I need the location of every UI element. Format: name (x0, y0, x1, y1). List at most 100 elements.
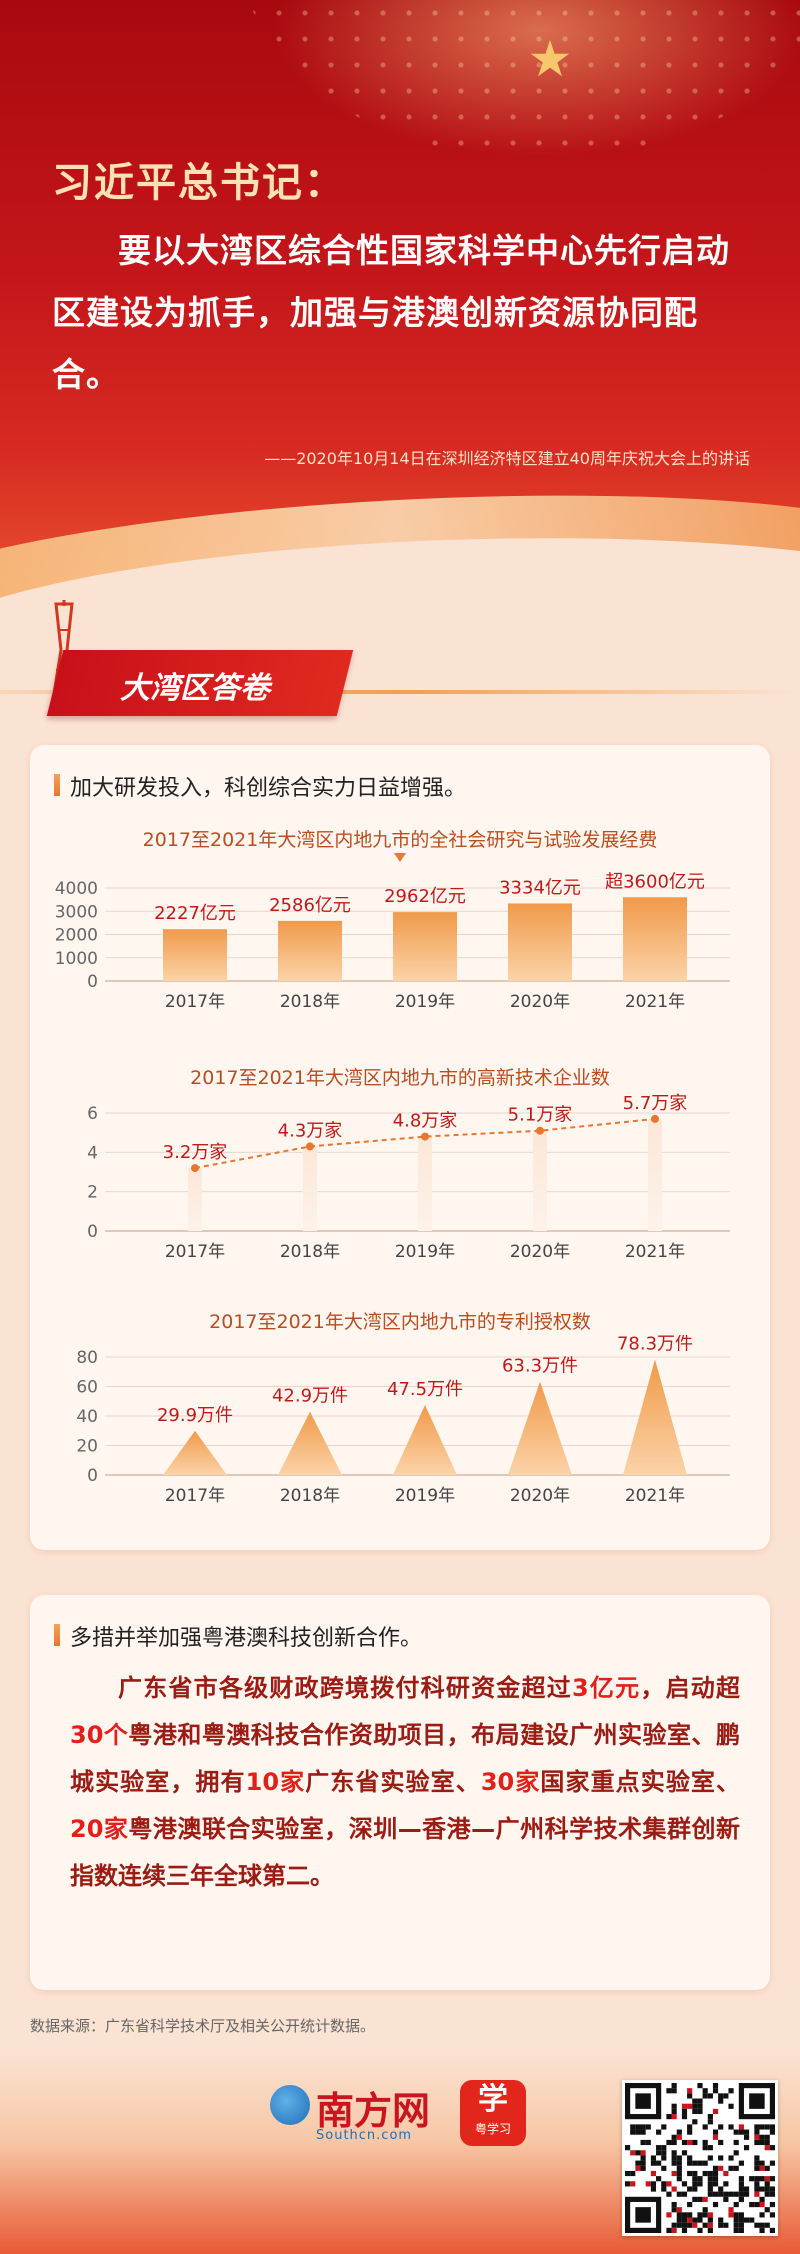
logo-domain: Southcn.com (316, 2128, 413, 2143)
data-label: 超3600亿元 (605, 871, 705, 892)
x-tick-label: 2020年 (510, 992, 570, 1012)
cooperation-card: 多措并举加强粤港澳科技创新合作。 广东省市各级财政跨境拨付科研资金超过3亿元，启… (30, 1595, 770, 1990)
y-tick-label: 3000 (55, 902, 98, 922)
bar (393, 912, 457, 981)
quote-text: 要以大湾区综合性国家科学中心先行启动区建设为抓手，加强与港澳创新资源协同配合。 (52, 231, 730, 394)
patents-chart: 0 20 40 60 80 29.9万件 2017年 42.9万件 2018年 47.5万件 201… (76, 1335, 730, 1506)
triangle-bar (508, 1381, 572, 1475)
app-glyph: 学 (478, 2082, 508, 2117)
x-tick-label: 2019年 (395, 992, 455, 1012)
rd-expenditure-chart: 0 1000 2000 3000 4000 2227亿元 2017年 2586亿元 2018年 2… (55, 871, 730, 1012)
y-tick-label: 60 (76, 1378, 98, 1398)
data-point (306, 1142, 314, 1151)
bar (623, 897, 687, 981)
y-tick-label: 1000 (55, 949, 98, 969)
y-tick-label: 0 (87, 1466, 98, 1486)
header-banner: ★ 习近平总书记： 要以大湾区综合性国家科学中心先行启动区建设为抓手，加强与港澳… (0, 0, 800, 600)
bar (188, 1168, 202, 1231)
data-label: 4.8万家 (393, 1111, 458, 1132)
data-label: 5.1万家 (508, 1105, 573, 1126)
highlight-number: 30家 (480, 1768, 541, 1796)
triangle-bar (278, 1411, 342, 1475)
quote-source: ——2020年10月14日在深圳经济特区建立40周年庆祝大会上的讲话 (264, 449, 750, 468)
y-tick-label: 4000 (55, 879, 98, 899)
body-segment: 广东省实验室、 (305, 1768, 481, 1796)
data-point (536, 1126, 544, 1135)
app-badge[interactable]: 学 粤学习 (460, 2080, 526, 2146)
triangle-bar (623, 1359, 687, 1475)
body-segment: 粤港和粤澳科技合作资助项目，布局建设广州实验室、鹏城实验室，拥有 (70, 1721, 740, 1796)
data-label: 5.7万家 (623, 1093, 688, 1114)
triangle-bar (393, 1404, 457, 1475)
body-segment: ，启动超 (640, 1674, 741, 1702)
x-tick-label: 2021年 (625, 1242, 685, 1262)
y-tick-label: 40 (76, 1407, 98, 1427)
data-label: 78.3万件 (617, 1335, 693, 1355)
data-label: 47.5万件 (387, 1379, 463, 1400)
y-tick-label: 6 (87, 1104, 98, 1124)
x-tick-label: 2017年 (165, 1242, 225, 1262)
chart-title: 2017至2021年大湾区内地九市的专利授权数 (209, 1311, 591, 1333)
data-label: 3334亿元 (499, 877, 581, 898)
qr-code-icon[interactable] (622, 2080, 778, 2236)
app-name: 粤学习 (474, 2122, 511, 2136)
body-segment: 粤港澳联合实验室，深圳—香港—广州科学技术集群创新指数连续三年全球第二。 (70, 1815, 740, 1890)
highlight-number: 20家 (70, 1815, 129, 1843)
x-tick-label: 2018年 (280, 1486, 340, 1506)
data-point (191, 1164, 199, 1173)
y-tick-label: 2000 (55, 926, 98, 946)
data-source: 数据来源：广东省科学技术厅及相关公开统计数据。 (30, 2017, 376, 2035)
y-tick-label: 4 (87, 1143, 98, 1163)
chart-title: 2017至2021年大湾区内地九市的高新技术企业数 (190, 1067, 610, 1089)
data-label: 29.9万件 (157, 1405, 233, 1426)
data-label: 4.3万家 (278, 1120, 343, 1141)
body-segment: 广东省市各级财政跨境拨付科研资金超过 (118, 1674, 572, 1702)
x-tick-label: 2020年 (510, 1242, 570, 1262)
card-heading: 加大研发投入，科创综合实力日益增强。 (53, 770, 466, 802)
highlight-number: 3亿元 (571, 1674, 641, 1702)
bar (648, 1118, 662, 1231)
data-point (651, 1114, 659, 1123)
data-label: 63.3万件 (502, 1356, 578, 1377)
bar (163, 929, 227, 981)
bar (278, 920, 342, 981)
x-tick-label: 2021年 (625, 1486, 685, 1506)
page-title: 习近平总书记： (52, 160, 346, 206)
x-tick-label: 2019年 (395, 1486, 455, 1506)
x-tick-label: 2018年 (280, 992, 340, 1012)
y-tick-label: 20 (76, 1437, 98, 1457)
chart-title: 2017至2021年大湾区内地九市的全社会研究与试验发展经费 (142, 829, 658, 851)
chevron-down-icon (394, 853, 406, 862)
bar (508, 903, 572, 981)
x-tick-label: 2020年 (510, 1486, 570, 1506)
x-tick-label: 2019年 (395, 1242, 455, 1262)
data-label: 42.9万件 (272, 1386, 348, 1407)
x-tick-label: 2017年 (165, 1486, 225, 1506)
card-heading: 多措并举加强粤港澳科技创新合作。 (53, 1620, 422, 1652)
body-segment: 国家重点实验室、 (540, 1768, 741, 1796)
y-tick-label: 80 (76, 1348, 98, 1368)
triangle-bar (163, 1430, 227, 1475)
highlight-number: 10家 (245, 1768, 306, 1796)
data-label: 2227亿元 (154, 903, 236, 924)
x-tick-label: 2017年 (165, 992, 225, 1012)
decorative-dots (240, 0, 800, 160)
y-tick-label: 2 (87, 1183, 98, 1203)
cooperation-body: 广东省市各级财政跨境拨付科研资金超过3亿元，启动超 30个粤港和粤澳科技合作资助项… (70, 1665, 740, 1900)
hitech-enterprises-chart: 0 2 4 6 3.2万家 2017年 4.3万家 2018年 4.8万家 2019年 5.1万家 2… (87, 1093, 730, 1262)
bar (418, 1136, 432, 1231)
x-tick-label: 2021年 (625, 992, 685, 1012)
highlight-number: 30个 (70, 1721, 129, 1749)
bar (533, 1130, 547, 1231)
x-tick-label: 2018年 (280, 1242, 340, 1262)
data-point (421, 1132, 429, 1141)
y-tick-label: 0 (87, 972, 98, 992)
data-label: 2962亿元 (384, 886, 466, 907)
star-icon: ★ (527, 30, 573, 88)
data-label: 2586亿元 (269, 895, 351, 916)
stats-card: 加大研发投入，科创综合实力日益增强。 2017至2021年大湾区内地九市的全社会… (30, 745, 770, 1550)
section-banner-label: 大湾区答卷 (120, 671, 270, 706)
data-label: 3.2万家 (163, 1142, 228, 1163)
logo-text: 南方网 (316, 2088, 431, 2133)
y-tick-label: 0 (87, 1222, 98, 1242)
